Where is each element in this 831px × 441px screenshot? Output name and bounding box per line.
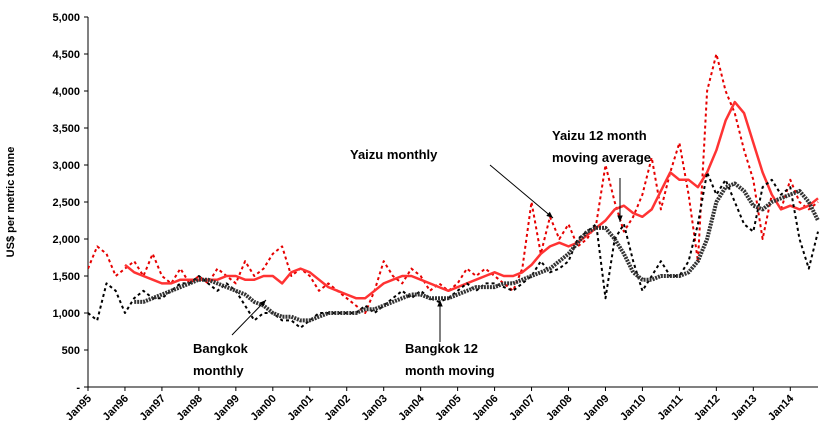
annotation-arrowhead <box>259 300 266 307</box>
annotations: Yaizu monthly Yaizu 12 month moving averag… <box>193 128 651 378</box>
x-tick-label: Jan04 <box>396 392 427 423</box>
y-tick-label: 2,500 <box>52 197 80 209</box>
x-tick-label: Jan08 <box>544 393 575 424</box>
x-tick-label: Jan12 <box>692 393 723 424</box>
x-tick-label: Jan09 <box>581 393 612 424</box>
x-tick-label: Jan01 <box>285 393 316 424</box>
x-tick-label: Jan99 <box>211 393 242 424</box>
x-tick-label: Jan00 <box>248 393 279 424</box>
x-tick-label: Jan07 <box>507 393 538 424</box>
x-tick-label: Jan05 <box>433 393 464 424</box>
x-tick-label: Jan06 <box>470 393 501 424</box>
annotation-text: moving average <box>552 150 651 165</box>
x-tick-label: Jan14 <box>766 392 797 423</box>
annotation-arrowhead <box>546 211 553 218</box>
annotation-text: monthly <box>193 363 244 378</box>
y-tick-label: 500 <box>62 345 80 357</box>
annotation-text: Bangkok <box>193 341 249 356</box>
annotation-arrowhead <box>437 300 443 307</box>
x-tick-label: Jan02 <box>322 393 353 424</box>
annotation-arrowhead <box>617 215 623 222</box>
y-tick-label: 1,000 <box>52 308 80 320</box>
y-tick-label: 5,000 <box>52 12 80 24</box>
series-line <box>88 53 819 314</box>
annotation-arrow <box>231 299 267 336</box>
series-line <box>88 171 819 329</box>
annotation-text: month moving <box>405 363 495 378</box>
x-tick-label: Jan10 <box>618 393 649 424</box>
x-tick-label: Jan11 <box>655 393 685 423</box>
plot-area <box>88 53 820 329</box>
annotation-text: Yaizu monthly <box>350 147 438 162</box>
series-line <box>124 100 819 300</box>
x-tick-label: Jan98 <box>174 393 205 424</box>
y-tick-label: 2,000 <box>52 234 80 246</box>
series-line <box>134 181 820 323</box>
y-tick-label: 3,000 <box>52 160 80 172</box>
y-tick-label: 4,500 <box>52 49 80 61</box>
y-tick-label: 4,000 <box>52 86 80 98</box>
x-tick-label: Jan95 <box>64 393 95 424</box>
y-axis-title: US$ per metric tonne <box>5 147 17 258</box>
annotation-arrow <box>489 164 554 219</box>
annotation-text: Bangkok 12 <box>405 341 478 356</box>
x-tick-label: Jan97 <box>137 393 168 424</box>
annotation-text: Yaizu 12 month <box>552 128 647 143</box>
x-tick-label: Jan96 <box>101 393 132 424</box>
y-tick-label: 1,500 <box>52 271 80 283</box>
y-tick-label: 3,500 <box>52 123 80 135</box>
y-tick-label: - <box>76 382 80 394</box>
x-tick-label: Jan03 <box>359 393 390 424</box>
x-tick-label: Jan13 <box>729 393 760 424</box>
